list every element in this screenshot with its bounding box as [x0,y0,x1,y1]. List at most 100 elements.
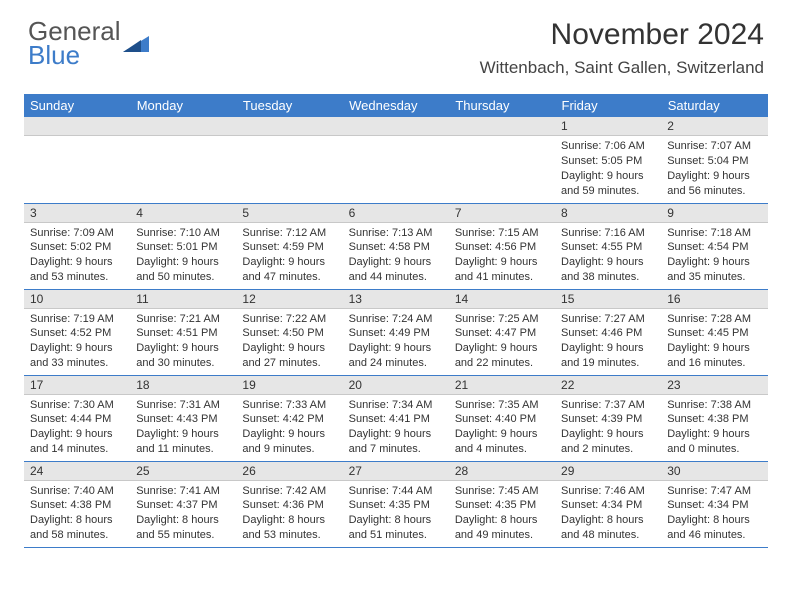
logo-triangle-icon [123,32,149,58]
day-number-empty [24,117,130,136]
day-details: Sunrise: 7:06 AMSunset: 5:05 PMDaylight:… [555,136,661,201]
day-header: Friday [555,94,661,117]
day-number: 19 [236,376,342,395]
calendar-cell: 8Sunrise: 7:16 AMSunset: 4:55 PMDaylight… [555,203,661,289]
calendar-cell: 29Sunrise: 7:46 AMSunset: 4:34 PMDayligh… [555,461,661,547]
day-header: Sunday [24,94,130,117]
sunrise-text: Sunrise: 7:28 AM [667,312,761,327]
sunset-text: Sunset: 4:59 PM [242,240,336,255]
day-number-empty [343,117,449,136]
daylight-text: Daylight: 8 hours and 49 minutes. [455,513,549,543]
sunset-text: Sunset: 4:36 PM [242,498,336,513]
day-number: 4 [130,204,236,223]
sunset-text: Sunset: 4:34 PM [561,498,655,513]
day-details: Sunrise: 7:25 AMSunset: 4:47 PMDaylight:… [449,309,555,374]
calendar-cell: 22Sunrise: 7:37 AMSunset: 4:39 PMDayligh… [555,375,661,461]
day-details: Sunrise: 7:09 AMSunset: 5:02 PMDaylight:… [24,223,130,288]
day-details: Sunrise: 7:30 AMSunset: 4:44 PMDaylight:… [24,395,130,460]
sunset-text: Sunset: 4:50 PM [242,326,336,341]
daylight-text: Daylight: 9 hours and 30 minutes. [136,341,230,371]
day-number: 27 [343,462,449,481]
daylight-text: Daylight: 9 hours and 56 minutes. [667,169,761,199]
daylight-text: Daylight: 9 hours and 7 minutes. [349,427,443,457]
calendar-cell: 5Sunrise: 7:12 AMSunset: 4:59 PMDaylight… [236,203,342,289]
day-number: 9 [661,204,767,223]
calendar-cell: 21Sunrise: 7:35 AMSunset: 4:40 PMDayligh… [449,375,555,461]
sunrise-text: Sunrise: 7:41 AM [136,484,230,499]
title-block: November 2024 Wittenbach, Saint Gallen, … [480,18,764,78]
daylight-text: Daylight: 8 hours and 51 minutes. [349,513,443,543]
calendar-cell: 30Sunrise: 7:47 AMSunset: 4:34 PMDayligh… [661,461,767,547]
sunrise-text: Sunrise: 7:18 AM [667,226,761,241]
calendar-cell [236,117,342,203]
day-details: Sunrise: 7:15 AMSunset: 4:56 PMDaylight:… [449,223,555,288]
day-details: Sunrise: 7:37 AMSunset: 4:39 PMDaylight:… [555,395,661,460]
daylight-text: Daylight: 9 hours and 27 minutes. [242,341,336,371]
daylight-text: Daylight: 9 hours and 53 minutes. [30,255,124,285]
day-number: 12 [236,290,342,309]
calendar-cell: 6Sunrise: 7:13 AMSunset: 4:58 PMDaylight… [343,203,449,289]
calendar-cell: 19Sunrise: 7:33 AMSunset: 4:42 PMDayligh… [236,375,342,461]
calendar-cell: 14Sunrise: 7:25 AMSunset: 4:47 PMDayligh… [449,289,555,375]
sunrise-text: Sunrise: 7:22 AM [242,312,336,327]
day-number: 24 [24,462,130,481]
daylight-text: Daylight: 9 hours and 9 minutes. [242,427,336,457]
calendar-table: SundayMondayTuesdayWednesdayThursdayFrid… [24,94,768,548]
sunset-text: Sunset: 4:43 PM [136,412,230,427]
day-number: 1 [555,117,661,136]
day-number: 14 [449,290,555,309]
sunrise-text: Sunrise: 7:06 AM [561,139,655,154]
calendar-week: 1Sunrise: 7:06 AMSunset: 5:05 PMDaylight… [24,117,768,203]
sunset-text: Sunset: 5:02 PM [30,240,124,255]
sunrise-text: Sunrise: 7:16 AM [561,226,655,241]
sunset-text: Sunset: 4:44 PM [30,412,124,427]
calendar-cell: 26Sunrise: 7:42 AMSunset: 4:36 PMDayligh… [236,461,342,547]
day-details: Sunrise: 7:40 AMSunset: 4:38 PMDaylight:… [24,481,130,546]
daylight-text: Daylight: 9 hours and 44 minutes. [349,255,443,285]
calendar-cell: 1Sunrise: 7:06 AMSunset: 5:05 PMDaylight… [555,117,661,203]
sunrise-text: Sunrise: 7:27 AM [561,312,655,327]
calendar-cell [343,117,449,203]
daylight-text: Daylight: 9 hours and 4 minutes. [455,427,549,457]
day-header: Thursday [449,94,555,117]
day-details: Sunrise: 7:45 AMSunset: 4:35 PMDaylight:… [449,481,555,546]
calendar-cell: 20Sunrise: 7:34 AMSunset: 4:41 PMDayligh… [343,375,449,461]
daylight-text: Daylight: 9 hours and 59 minutes. [561,169,655,199]
day-details: Sunrise: 7:44 AMSunset: 4:35 PMDaylight:… [343,481,449,546]
sunset-text: Sunset: 4:49 PM [349,326,443,341]
day-number: 23 [661,376,767,395]
sunset-text: Sunset: 4:35 PM [349,498,443,513]
day-details: Sunrise: 7:24 AMSunset: 4:49 PMDaylight:… [343,309,449,374]
calendar-cell: 11Sunrise: 7:21 AMSunset: 4:51 PMDayligh… [130,289,236,375]
daylight-text: Daylight: 9 hours and 35 minutes. [667,255,761,285]
calendar-head: SundayMondayTuesdayWednesdayThursdayFrid… [24,94,768,117]
calendar-week: 3Sunrise: 7:09 AMSunset: 5:02 PMDaylight… [24,203,768,289]
day-number-empty [449,117,555,136]
day-number: 25 [130,462,236,481]
sunrise-text: Sunrise: 7:15 AM [455,226,549,241]
page-subtitle: Wittenbach, Saint Gallen, Switzerland [480,58,764,78]
brand-logo: General Blue [28,18,149,68]
sunset-text: Sunset: 4:35 PM [455,498,549,513]
sunrise-text: Sunrise: 7:38 AM [667,398,761,413]
day-number: 18 [130,376,236,395]
calendar-cell: 10Sunrise: 7:19 AMSunset: 4:52 PMDayligh… [24,289,130,375]
daylight-text: Daylight: 9 hours and 0 minutes. [667,427,761,457]
sunset-text: Sunset: 5:04 PM [667,154,761,169]
sunset-text: Sunset: 5:01 PM [136,240,230,255]
sunset-text: Sunset: 4:42 PM [242,412,336,427]
day-details: Sunrise: 7:33 AMSunset: 4:42 PMDaylight:… [236,395,342,460]
daylight-text: Daylight: 9 hours and 47 minutes. [242,255,336,285]
sunset-text: Sunset: 4:54 PM [667,240,761,255]
day-number: 22 [555,376,661,395]
day-header: Monday [130,94,236,117]
calendar-cell: 25Sunrise: 7:41 AMSunset: 4:37 PMDayligh… [130,461,236,547]
sunrise-text: Sunrise: 7:47 AM [667,484,761,499]
calendar-cell: 3Sunrise: 7:09 AMSunset: 5:02 PMDaylight… [24,203,130,289]
sunset-text: Sunset: 4:46 PM [561,326,655,341]
day-number: 13 [343,290,449,309]
calendar-cell [130,117,236,203]
daylight-text: Daylight: 9 hours and 50 minutes. [136,255,230,285]
sunset-text: Sunset: 4:38 PM [667,412,761,427]
sunset-text: Sunset: 4:56 PM [455,240,549,255]
